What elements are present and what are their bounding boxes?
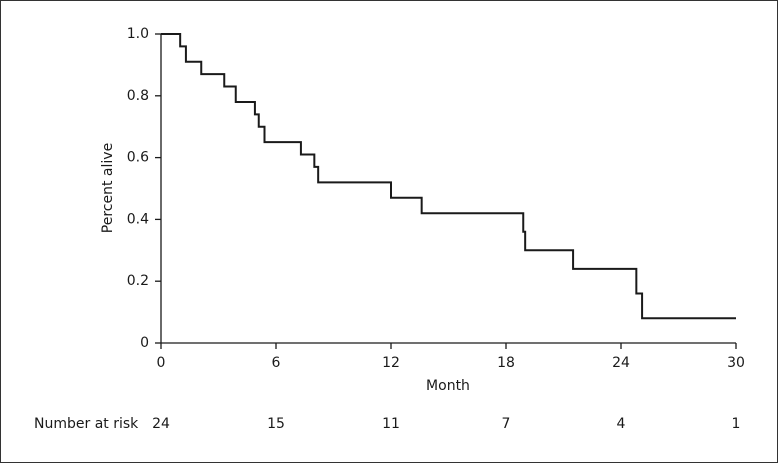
x-tick-label: 30	[727, 355, 745, 371]
at-risk-value: 11	[382, 416, 400, 432]
x-tick-label: 18	[497, 355, 515, 371]
at-risk-value: 24	[152, 416, 170, 432]
x-axis-label: Month	[426, 378, 470, 394]
at-risk-value: 4	[617, 416, 626, 432]
at-risk-value: 1	[732, 416, 741, 432]
y-tick-label: 0.4	[127, 211, 149, 227]
y-tick-label: 1.0	[127, 26, 149, 42]
y-tick-label: 0.2	[127, 273, 149, 289]
x-tick-label: 24	[612, 355, 630, 371]
at-risk-value: 7	[502, 416, 511, 432]
x-tick-label: 0	[157, 355, 166, 371]
y-tick-label: 0.8	[127, 88, 149, 104]
at-risk-value: 15	[267, 416, 285, 432]
x-tick-label: 6	[272, 355, 281, 371]
at-risk-label: Number at risk	[34, 416, 139, 432]
survival-curve	[161, 33, 736, 320]
y-tick-label: 0	[140, 335, 149, 351]
y-tick-label: 0.6	[127, 150, 149, 166]
y-axis-label: Percent alive	[100, 143, 116, 233]
x-tick-label: 12	[382, 355, 400, 371]
